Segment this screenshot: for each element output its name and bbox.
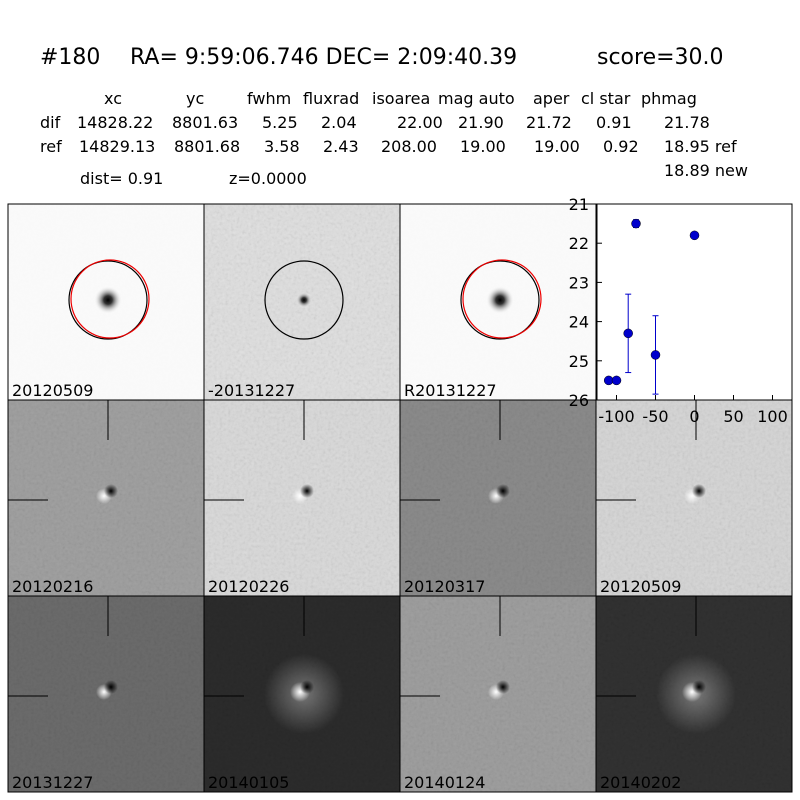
aperture-ref: [70, 259, 150, 339]
panel-label: 20120317: [404, 577, 485, 596]
point: [611, 375, 622, 386]
table-cell: 0.91: [596, 113, 632, 132]
panel-label: 20140202: [600, 773, 681, 792]
table-cell: 2.04: [321, 113, 357, 132]
y-tick-label: 21: [569, 195, 589, 214]
source-dark: [496, 484, 510, 498]
y-tick-label: 24: [569, 313, 589, 332]
panel-frame: [595, 595, 793, 793]
aperture: [460, 260, 540, 340]
y-tick-label: 26: [569, 391, 589, 410]
table-cell: 19.00: [460, 137, 506, 156]
panel-label: 20131227: [12, 773, 93, 792]
panel-label: R20131227: [404, 381, 497, 400]
source-dark: [692, 680, 706, 694]
table-cell: 0.92: [603, 137, 639, 156]
score: score=30.0: [597, 45, 724, 70]
table-cell: 8801.63: [172, 113, 238, 132]
row-label: ref: [40, 137, 62, 156]
table-cell: 21.90: [458, 113, 504, 132]
table-cell: 22.00: [397, 113, 443, 132]
table-cell: 3.58: [264, 137, 300, 156]
point: [623, 328, 633, 339]
column-header: aper: [533, 89, 570, 108]
aperture: [68, 260, 148, 340]
table-cell: 18.95 ref: [664, 137, 737, 156]
point: [689, 230, 700, 241]
column-header: isoarea: [372, 89, 430, 108]
redshift: z=0.0000: [229, 169, 307, 188]
x-tick-label: 100: [757, 407, 788, 426]
panel-label: 20120509: [12, 381, 93, 400]
source-dark: [104, 484, 118, 498]
candidate-id: #180: [40, 45, 100, 70]
column-header: cl star: [581, 89, 631, 108]
aperture: [264, 260, 344, 340]
panel-label: 20140124: [404, 773, 485, 792]
source-dark: [496, 680, 510, 694]
column-header: phmag: [641, 89, 697, 108]
source-dark: [300, 680, 314, 694]
panel-label: 20120226: [208, 577, 289, 596]
column-header: mag auto: [438, 89, 515, 108]
source-dark: [104, 680, 118, 694]
table-cell: 5.25: [262, 113, 298, 132]
x-tick-label: 50: [723, 407, 743, 426]
table-cell: 208.00: [381, 137, 437, 156]
y-tick-label: 22: [569, 234, 589, 253]
table-cell: 14828.22: [77, 113, 153, 132]
panel-label: 20140105: [208, 773, 289, 792]
column-header: fwhm: [247, 89, 291, 108]
y-tick-label: 23: [569, 273, 589, 292]
column-header: yc: [186, 89, 204, 108]
x-tick-label: 0: [689, 407, 699, 426]
x-tick-label: -50: [642, 407, 668, 426]
point: [650, 350, 661, 360]
source-dark: [300, 484, 314, 498]
x-tick-label: -100: [598, 407, 634, 426]
source-dark: [692, 484, 706, 498]
source: [94, 286, 122, 314]
coordinates: RA= 9:59:06.746 DEC= 2:09:40.39: [130, 45, 517, 70]
panel-label: -20131227: [208, 381, 295, 400]
column-header: fluxrad: [303, 89, 359, 108]
source: [486, 286, 514, 314]
phmag-new: 18.89 new: [664, 161, 748, 180]
row-label: dif: [40, 113, 61, 132]
table-cell: 8801.68: [174, 137, 240, 156]
table-cell: 21.72: [526, 113, 572, 132]
point: [631, 218, 641, 229]
table-cell: 21.78: [664, 113, 710, 132]
source: [296, 292, 312, 308]
panel-label: 20120509: [600, 577, 681, 596]
y-tick-label: 25: [569, 352, 589, 371]
panel-label: 20120216: [12, 577, 93, 596]
table-cell: 2.43: [323, 137, 359, 156]
table-cell: 19.00: [534, 137, 580, 156]
table-cell: 14829.13: [79, 137, 155, 156]
column-header: xc: [104, 89, 122, 108]
aperture-ref: [462, 259, 542, 339]
dist: dist= 0.91: [80, 169, 163, 188]
